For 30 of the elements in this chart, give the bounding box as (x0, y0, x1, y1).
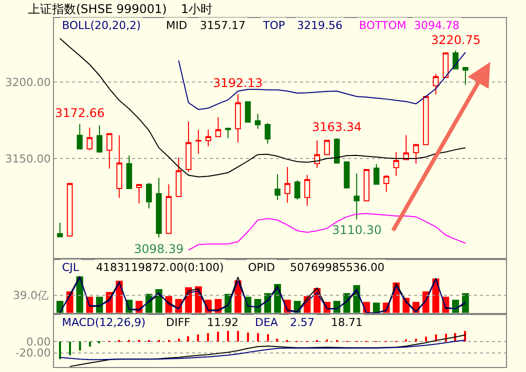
annotation: 3163.34 (312, 120, 362, 134)
annotation: BOLL(20,20,2) (62, 19, 141, 32)
annotation: 3110.30 (332, 223, 382, 237)
annotation: 3220.75 (431, 33, 481, 47)
chart-title: 上证指数(SHSE 999001) (28, 2, 167, 16)
annotation: 11.92 (207, 316, 238, 329)
y-tick-label: -20.00 (15, 346, 51, 360)
y-tick-label: 3150.00 (5, 152, 51, 166)
annotation: 18.71 (331, 316, 362, 329)
annotation: 2.57 (290, 316, 314, 329)
text: DIFF (166, 316, 190, 329)
annotation: 3157.17 (200, 19, 246, 32)
series-label: DEA (255, 316, 278, 329)
y-tick-label: 3200.00 (5, 76, 51, 90)
y-tick-label: 0.00 (26, 335, 51, 348)
annotation: 3098.39 (134, 242, 184, 256)
annotation: MACD(12,26,9) (62, 316, 146, 329)
annotation: 3219.56 (297, 19, 342, 32)
text: CJL (62, 261, 80, 274)
text: MID (166, 19, 188, 32)
annotation: 3172.66 (55, 106, 105, 120)
text: OPID (248, 261, 276, 274)
annotation: 3094.78 (414, 19, 460, 32)
text: 4183119872.00(0:100) (96, 261, 224, 274)
text: BOTTOM (359, 19, 406, 32)
text: 50769985536.00 (290, 261, 384, 274)
annotation: 3192.13 (213, 76, 263, 90)
ref-line-label: 39.0亿 (13, 289, 48, 302)
chart-subtitle: 1小时 (181, 2, 213, 16)
text: TOP (262, 19, 286, 32)
